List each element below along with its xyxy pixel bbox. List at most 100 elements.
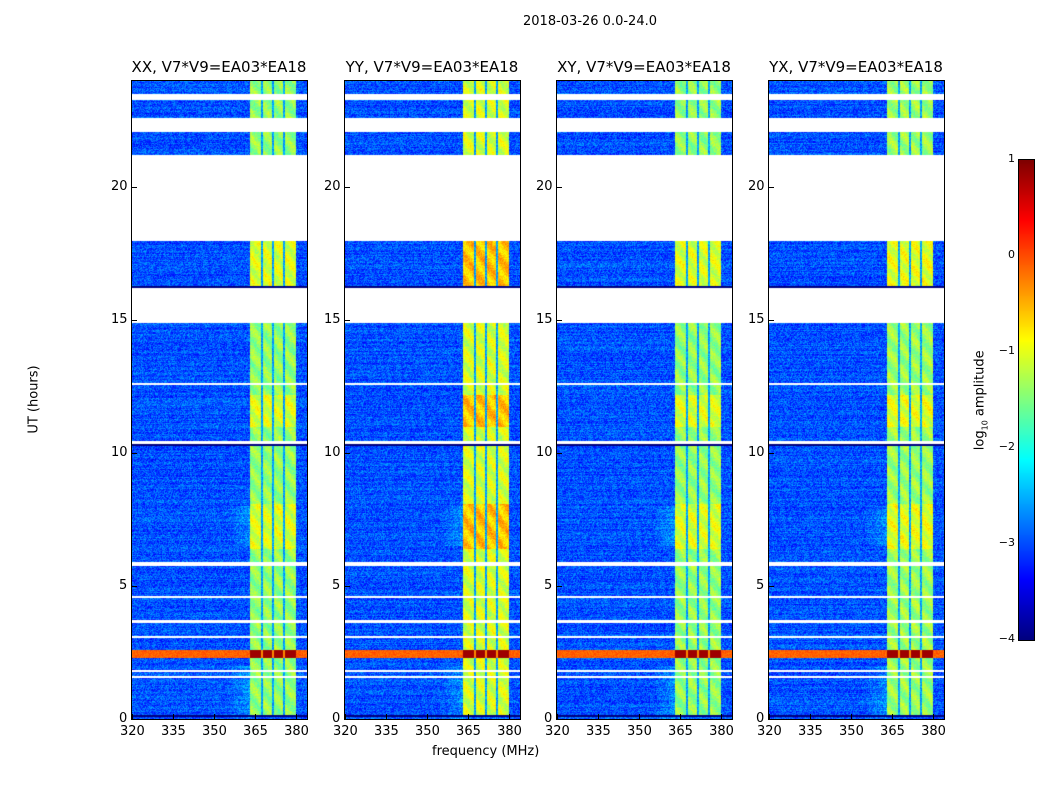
x-tick-mark bbox=[892, 714, 894, 719]
x-tick-label: 380 bbox=[709, 724, 734, 739]
y-tick-mark bbox=[769, 320, 774, 322]
heatmap-image bbox=[769, 81, 944, 719]
x-tick-mark bbox=[851, 714, 853, 719]
x-tick-mark bbox=[509, 714, 511, 719]
colorbar-tick-label: −1 bbox=[998, 344, 1015, 357]
heatmap-image bbox=[345, 81, 520, 719]
y-tick-mark bbox=[557, 453, 562, 455]
x-tick-mark bbox=[345, 714, 346, 719]
figure-title: 2018-03-26 0.0-24.0 bbox=[523, 14, 657, 29]
y-tick-label: 0 bbox=[332, 711, 341, 726]
y-tick-label: 0 bbox=[756, 711, 765, 726]
panel-title: YY, V7*V9=EA03*EA18 bbox=[345, 58, 519, 76]
heatmap-panel bbox=[768, 80, 945, 720]
x-tick-mark bbox=[557, 714, 558, 719]
y-tick-label: 15 bbox=[748, 312, 765, 328]
x-tick-mark bbox=[639, 714, 641, 719]
x-tick-label: 350 bbox=[202, 724, 227, 739]
x-tick-label: 335 bbox=[798, 724, 823, 739]
x-tick-label: 335 bbox=[161, 724, 186, 739]
x-tick-label: 320 bbox=[757, 724, 782, 739]
y-tick-mark bbox=[132, 453, 137, 455]
x-tick-mark bbox=[721, 714, 723, 719]
y-tick-mark bbox=[769, 453, 774, 455]
y-tick-mark bbox=[557, 586, 562, 588]
heatmap-panel bbox=[344, 80, 521, 720]
colorbar-tick-label: 0 bbox=[1008, 248, 1015, 261]
y-tick-mark bbox=[132, 187, 137, 189]
y-tick-label: 5 bbox=[332, 578, 341, 594]
y-tick-label: 20 bbox=[111, 179, 128, 195]
x-tick-label: 320 bbox=[545, 724, 570, 739]
x-tick-mark bbox=[810, 714, 812, 719]
y-tick-mark bbox=[769, 187, 774, 189]
y-tick-mark bbox=[557, 320, 562, 322]
y-tick-label: 15 bbox=[111, 312, 128, 328]
x-tick-label: 365 bbox=[668, 724, 693, 739]
colorbar-tick-label: −2 bbox=[998, 440, 1015, 453]
y-axis-label: UT (hours) bbox=[26, 365, 42, 434]
x-tick-mark bbox=[769, 714, 770, 719]
heatmap-image bbox=[557, 81, 732, 719]
y-tick-mark bbox=[345, 187, 350, 189]
y-tick-label: 5 bbox=[544, 578, 553, 594]
x-tick-label: 335 bbox=[374, 724, 399, 739]
x-tick-mark bbox=[296, 714, 298, 719]
x-tick-mark bbox=[468, 714, 470, 719]
x-tick-label: 380 bbox=[284, 724, 309, 739]
colorbar bbox=[1018, 159, 1035, 641]
x-tick-mark bbox=[680, 714, 682, 719]
y-tick-label: 5 bbox=[119, 578, 128, 594]
x-tick-mark bbox=[173, 714, 175, 719]
x-tick-mark bbox=[214, 714, 216, 719]
x-tick-label: 365 bbox=[243, 724, 268, 739]
x-tick-label: 365 bbox=[880, 724, 905, 739]
y-tick-label: 20 bbox=[536, 179, 553, 195]
x-tick-label: 320 bbox=[333, 724, 358, 739]
y-tick-label: 10 bbox=[536, 445, 553, 461]
y-tick-mark bbox=[345, 586, 350, 588]
y-tick-label: 10 bbox=[748, 445, 765, 461]
y-tick-label: 0 bbox=[544, 711, 553, 726]
x-tick-label: 380 bbox=[921, 724, 946, 739]
colorbar-tick-label: 1 bbox=[1008, 152, 1015, 165]
colorbar-label: log10 amplitude bbox=[972, 350, 990, 451]
x-tick-label: 350 bbox=[627, 724, 652, 739]
y-tick-label: 10 bbox=[111, 445, 128, 461]
colorbar-tick-label: −4 bbox=[998, 632, 1015, 645]
y-tick-mark bbox=[132, 719, 137, 720]
x-tick-mark bbox=[598, 714, 600, 719]
x-tick-label: 365 bbox=[456, 724, 481, 739]
x-tick-label: 320 bbox=[120, 724, 145, 739]
x-axis-label: frequency (MHz) bbox=[432, 744, 540, 759]
y-tick-label: 15 bbox=[536, 312, 553, 328]
y-tick-mark bbox=[557, 187, 562, 189]
x-tick-mark bbox=[427, 714, 429, 719]
y-tick-label: 20 bbox=[748, 179, 765, 195]
panel-title: XX, V7*V9=EA03*EA18 bbox=[131, 58, 307, 76]
y-tick-mark bbox=[557, 719, 562, 720]
x-tick-mark bbox=[132, 714, 133, 719]
y-tick-label: 5 bbox=[756, 578, 765, 594]
y-tick-mark bbox=[345, 320, 350, 322]
y-tick-mark bbox=[132, 320, 137, 322]
x-tick-label: 350 bbox=[415, 724, 440, 739]
y-tick-label: 0 bbox=[119, 711, 128, 726]
y-tick-label: 10 bbox=[324, 445, 341, 461]
x-tick-mark bbox=[386, 714, 388, 719]
y-tick-mark bbox=[345, 453, 350, 455]
x-tick-label: 380 bbox=[497, 724, 522, 739]
panel-title: YX, V7*V9=EA03*EA18 bbox=[769, 58, 943, 76]
y-tick-mark bbox=[345, 719, 350, 720]
y-tick-label: 15 bbox=[324, 312, 341, 328]
panel-title: XY, V7*V9=EA03*EA18 bbox=[557, 58, 731, 76]
colorbar-tick-label: −3 bbox=[998, 536, 1015, 549]
heatmap-panel bbox=[556, 80, 733, 720]
y-tick-mark bbox=[769, 719, 774, 720]
x-tick-mark bbox=[255, 714, 257, 719]
x-tick-label: 350 bbox=[839, 724, 864, 739]
heatmap-image bbox=[132, 81, 307, 719]
y-tick-mark bbox=[132, 586, 137, 588]
y-tick-label: 20 bbox=[324, 179, 341, 195]
